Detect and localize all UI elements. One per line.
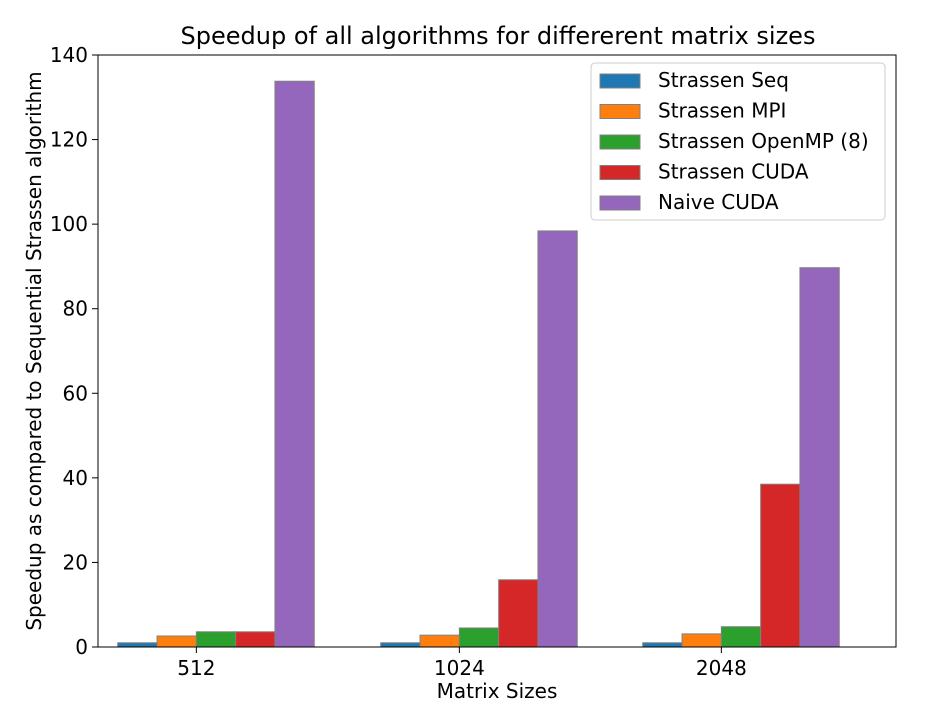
x-tick-label-1024: 1024: [434, 656, 485, 680]
legend: Strassen Seq Strassen MPI Strassen OpenMP …: [590, 62, 886, 221]
legend-swatch-strassen-seq: [599, 73, 641, 89]
bar-strassen-seq-2048: [642, 642, 683, 648]
bar-strassen-seq-1024: [380, 642, 421, 648]
legend-label-naive-cuda: Naive CUDA: [658, 190, 779, 214]
bar-strassen-seq-512: [117, 642, 158, 648]
bar-strassen-mpi-2048: [681, 633, 722, 648]
bar-strassen-mpi-1024: [419, 634, 460, 648]
legend-label-strassen-cuda: Strassen CUDA: [658, 160, 809, 184]
bar-naive-cuda-2048: [799, 267, 840, 648]
bar-strassen-openmp-8-1024: [458, 627, 500, 648]
x-axis: 512 1024 2048: [177, 647, 747, 680]
y-tick-label: 80: [63, 297, 88, 321]
y-axis-label: Speedup as compared to Sequential Strass…: [22, 71, 46, 630]
legend-swatch-strassen-cuda: [599, 165, 641, 180]
bars-group: [117, 80, 840, 648]
y-tick-label: 20: [63, 550, 88, 574]
x-tick-label-512: 512: [177, 656, 215, 680]
bar-naive-cuda-1024: [537, 230, 578, 648]
legend-frame: [590, 62, 886, 221]
chart-title: Speedup of all algorithms for differeren…: [181, 22, 816, 50]
legend-label-strassen-seq: Strassen Seq: [658, 68, 789, 92]
legend-swatch-strassen-openmp-8: [599, 134, 641, 150]
y-tick-label: 140: [50, 43, 88, 67]
bar-strassen-openmp-8-2048: [720, 626, 762, 648]
x-tick-label-2048: 2048: [696, 656, 747, 680]
bar-strassen-cuda-512: [235, 631, 276, 648]
y-tick-label: 60: [63, 381, 88, 405]
x-axis-label: Matrix Sizes: [437, 679, 558, 703]
y-tick-label: 40: [63, 466, 88, 490]
y-axis: 0 20 40 60 80 100 120 140: [50, 43, 98, 659]
legend-swatch-strassen-mpi: [599, 104, 641, 119]
bar-strassen-openmp-8-512: [195, 631, 237, 648]
bar-strassen-mpi-512: [156, 635, 197, 648]
bar-strassen-cuda-2048: [760, 483, 801, 648]
y-tick-label: 120: [50, 128, 88, 152]
bar-strassen-cuda-1024: [498, 579, 539, 648]
y-tick-label: 0: [75, 635, 88, 659]
plot-area-frame: [97, 54, 897, 648]
y-tick-label: 100: [50, 212, 88, 236]
legend-swatch-naive-cuda: [599, 195, 641, 211]
bar-naive-cuda-512: [274, 80, 315, 648]
legend-label-strassen-mpi: Strassen MPI: [658, 99, 786, 123]
legend-label-strassen-openmp-8: Strassen OpenMP (8): [658, 129, 869, 153]
